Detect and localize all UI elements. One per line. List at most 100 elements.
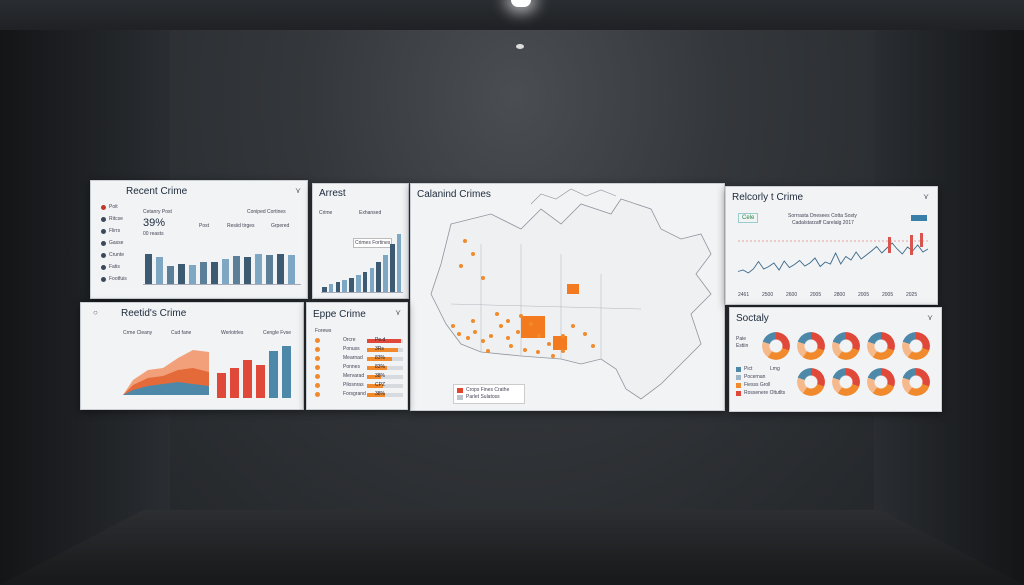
bar xyxy=(178,263,185,284)
table-row: Ponuss 3Rs xyxy=(313,346,405,354)
trend-panel: Relcorly t Crime ⋎ Cele Sorrrasta Dnesee… xyxy=(725,186,938,305)
chevron-down-icon[interactable]: ⋎ xyxy=(295,186,301,195)
bar xyxy=(256,365,265,398)
crime-dot xyxy=(561,349,565,353)
crime-dot xyxy=(537,334,541,338)
legend-label: Pict xyxy=(744,366,753,372)
sidebar: Poit Ritcse Flirrs Gasse Crunte Fatis Footfuis xyxy=(95,203,127,293)
crime-dot xyxy=(571,324,575,328)
sidebar-item[interactable]: Flirrs xyxy=(95,227,127,237)
legend-swatch-red xyxy=(457,388,463,393)
sidebar-item[interactable]: Gasse xyxy=(95,239,127,249)
bar xyxy=(288,254,295,284)
crime-dot xyxy=(536,350,540,354)
crime-dot xyxy=(506,319,510,323)
sidebar-item[interactable]: Poit xyxy=(95,203,127,213)
sidebar-item[interactable]: Footfuis xyxy=(95,275,127,285)
series-a-label: Post xyxy=(199,223,210,229)
bar xyxy=(390,244,395,292)
menu-circle-icon[interactable]: ○ xyxy=(93,308,98,317)
sidebar-item-label: Gasse xyxy=(109,240,124,246)
bar xyxy=(335,281,341,292)
bar xyxy=(189,264,196,284)
bar xyxy=(376,262,381,292)
table-row: Mearnad 83% xyxy=(313,355,405,363)
row-label: Pilosnras xyxy=(343,382,364,388)
table-row: Orcre Pe.d xyxy=(313,337,405,345)
annotation-note: Crimes Fortines xyxy=(353,238,393,248)
bar-chart xyxy=(143,239,301,285)
sidebar-item-label: Ritcse xyxy=(109,216,123,222)
legend-extra: Lmg xyxy=(770,366,780,372)
bar xyxy=(383,254,388,292)
bar xyxy=(217,373,226,398)
donut-chart xyxy=(902,368,930,396)
legend-item: Fiesss Groll xyxy=(736,382,796,389)
x-tick-label: 2005 xyxy=(810,292,822,298)
donut-chart xyxy=(797,368,825,396)
crime-dot xyxy=(471,252,475,256)
row-label: Orcre xyxy=(343,337,356,343)
row-label: Ponnes xyxy=(343,364,360,370)
bar xyxy=(266,255,273,284)
series-c-label: Grpered xyxy=(271,223,290,229)
label-b: Estiin xyxy=(736,343,749,349)
legend-item: Rossenere Oltutlts xyxy=(736,390,796,397)
eppe-crime-panel: Eppe Crime ⋎ Forews Orcre Pe.d Ponuss 3Rs Me… xyxy=(306,302,408,410)
donut-chart xyxy=(762,332,790,360)
legend-left: Crime xyxy=(319,210,333,216)
donut-chart xyxy=(832,332,860,360)
row-bar-fill xyxy=(367,393,385,397)
bar xyxy=(356,275,361,292)
bullet-icon xyxy=(101,217,106,222)
bar xyxy=(211,261,218,284)
panel-title: Arrest xyxy=(319,188,346,199)
table-rows: Orcre Pe.d Ponuss 3Rs Mearnad 83% Ponnes 83% Mer… xyxy=(313,337,405,403)
ceiling-light xyxy=(511,0,531,7)
subtitle-1: Sorrrasta Dnesees Cotta Sosty xyxy=(788,213,857,219)
bar xyxy=(255,254,262,284)
legend-swatch xyxy=(736,383,741,388)
chevron-down-icon[interactable]: ⋎ xyxy=(395,308,401,317)
table-header: Forews xyxy=(315,328,332,334)
recent-crime-panel: Recent Crime ⋎ Poit Ritcse Flirrs Gasse Crun… xyxy=(90,180,308,299)
sidebar-item[interactable]: Fatis xyxy=(95,263,127,273)
donut-chart xyxy=(832,368,860,396)
bar xyxy=(277,253,284,284)
row-bar-fill xyxy=(367,375,382,379)
crime-dot xyxy=(457,332,461,336)
x-tick-label: 2005 xyxy=(858,292,870,298)
donut-chart xyxy=(867,332,895,360)
bar xyxy=(233,256,240,284)
bar xyxy=(322,286,327,292)
sidebar-item-label: Crunte xyxy=(109,252,125,258)
bullet-icon xyxy=(101,265,106,270)
chart-toggle[interactable] xyxy=(911,215,927,221)
legend-label: Fiesss Groll xyxy=(744,382,771,388)
crime-dot xyxy=(481,276,485,280)
panel-title: Recent Crime xyxy=(126,186,188,197)
panel-title: Relcorly t Crime xyxy=(732,192,804,203)
table-row: Pilosnras CPZ xyxy=(313,382,405,390)
row-value: 38% xyxy=(375,373,386,379)
crime-dot xyxy=(471,319,475,323)
table-row: Mervarad 38% xyxy=(313,373,405,381)
chevron-down-icon[interactable]: ⋎ xyxy=(927,313,933,322)
label-a: Paie xyxy=(736,336,747,342)
ceiling-light-small xyxy=(516,44,524,49)
chevron-down-icon[interactable]: ⋎ xyxy=(923,192,929,201)
table-row: Ponnes 83% xyxy=(313,364,405,372)
row-value: 83% xyxy=(375,364,386,370)
bar xyxy=(222,259,229,284)
x-tick-label: 2800 xyxy=(834,292,846,298)
series-b-label: Resiid tirges xyxy=(227,223,255,229)
sidebar-item[interactable]: Crunte xyxy=(95,251,127,261)
row-bar-track xyxy=(367,384,403,388)
line-chart xyxy=(737,233,929,274)
legend-list: Pict Pocernan Fiesss Groll Rossenere Oltutl… xyxy=(736,366,796,406)
row-value: 3Rs xyxy=(375,346,384,352)
legend-mid: Exhansed xyxy=(359,210,382,216)
bullet-icon xyxy=(315,392,320,397)
sidebar-item[interactable]: Ritcse xyxy=(95,215,127,225)
arrest-panel: Arrest Crime Exhansed Crimes Fortines xyxy=(312,183,409,299)
